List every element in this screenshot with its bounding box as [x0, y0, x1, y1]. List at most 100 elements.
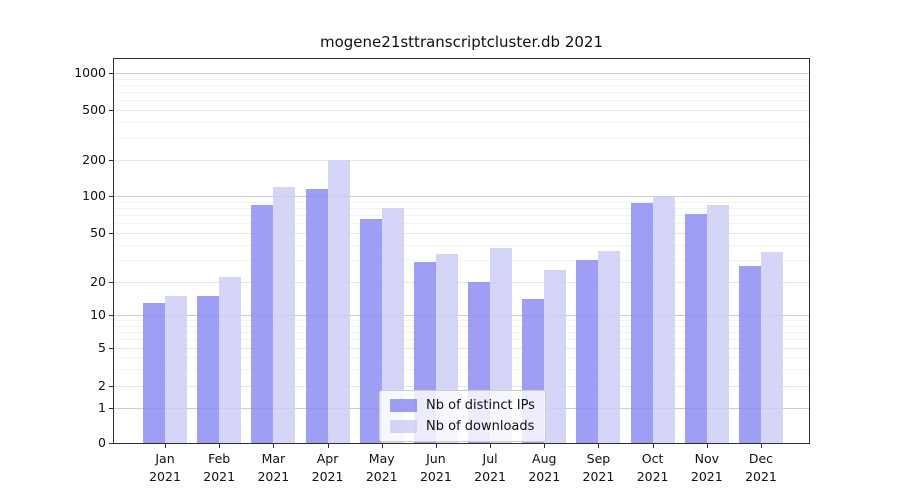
bar-downloads	[706, 204, 729, 443]
minor-gridline	[114, 78, 809, 80]
minor-gridline	[114, 244, 809, 246]
x-label-month: Jan	[155, 451, 175, 466]
x-label-year: 2021	[745, 468, 777, 484]
major-gridline	[114, 73, 809, 74]
minor-gridline	[114, 331, 809, 333]
y-tick-mark	[109, 282, 113, 283]
chart-title: mogene21sttranscriptcluster.db 2021	[320, 33, 603, 51]
legend-swatch-downloads	[390, 420, 417, 433]
bar-distinct-ips	[684, 213, 707, 443]
minor-gridline	[114, 320, 809, 322]
x-tick-label: Jan 2021	[135, 450, 195, 485]
y-tick-label: 5	[98, 340, 106, 355]
x-tick-label: May 2021	[352, 450, 412, 485]
x-label-year: 2021	[528, 468, 561, 484]
x-tick-mark	[273, 444, 275, 448]
legend-label-distinct-ips: Nb of distinct IPs	[426, 398, 535, 413]
y-tick-label: 20	[90, 274, 106, 289]
bar-distinct-ips	[305, 188, 328, 443]
x-label-year: 2021	[419, 468, 452, 484]
x-label-month: Apr	[316, 451, 339, 466]
legend-item-distinct-ips: Nb of distinct IPs	[390, 398, 535, 413]
bar-distinct-ips	[576, 260, 599, 443]
x-tick-label: Oct 2021	[623, 450, 683, 485]
y-tick-label: 500	[82, 102, 106, 117]
y-tick-label: 1	[98, 400, 106, 415]
plot-area: Nb of distinct IPs Nb of downloads	[113, 58, 810, 444]
minor-gridline	[114, 100, 809, 102]
minor-gridline	[114, 207, 809, 209]
y-tick-mark	[109, 160, 113, 161]
minor-gridline	[114, 92, 809, 94]
x-tick-label: Jul 2021	[460, 450, 520, 485]
y-tick-label: 50	[90, 225, 106, 240]
y-tick-mark	[109, 233, 113, 234]
y-tick-mark	[109, 110, 113, 111]
bar-downloads	[760, 252, 783, 443]
bar-downloads	[598, 250, 621, 443]
x-tick-label: Aug 2021	[514, 450, 574, 485]
x-label-month: May	[368, 451, 395, 466]
x-tick-mark	[760, 444, 762, 448]
bar-distinct-ips	[143, 302, 165, 443]
gridline	[114, 282, 809, 283]
gridline	[114, 233, 809, 234]
y-tick-mark	[109, 348, 113, 349]
x-tick-label: Feb 2021	[189, 450, 249, 485]
major-gridline	[114, 196, 809, 197]
bar-downloads	[273, 186, 296, 443]
bar-distinct-ips	[251, 204, 274, 443]
x-tick-mark	[706, 444, 708, 448]
gridline	[114, 160, 809, 161]
bar-distinct-ips	[738, 265, 761, 443]
x-tick-mark	[327, 444, 329, 448]
x-label-month: Nov	[694, 451, 719, 466]
x-label-year: 2021	[311, 468, 344, 484]
x-label-month: Jul	[482, 451, 498, 466]
y-tick-label: 200	[82, 152, 106, 167]
bar-distinct-ips	[630, 202, 653, 443]
bar-distinct-ips	[197, 295, 220, 443]
minor-gridline	[114, 201, 809, 203]
x-label-year: 2021	[149, 468, 181, 484]
bar-distinct-ips	[359, 218, 382, 443]
x-label-year: 2021	[690, 468, 723, 484]
x-label-month: Oct	[641, 451, 664, 466]
x-tick-label: Apr 2021	[298, 450, 358, 485]
legend-label-downloads: Nb of downloads	[426, 419, 535, 434]
bar-downloads	[327, 160, 350, 443]
bar-downloads	[165, 295, 187, 443]
x-label-year: 2021	[474, 468, 506, 484]
y-tick-label: 1000	[74, 65, 106, 80]
y-tick-mark	[109, 196, 113, 197]
y-tick-mark	[109, 386, 113, 387]
x-label-month: Mar	[261, 451, 286, 466]
minor-gridline	[114, 260, 809, 262]
x-tick-label: Sep 2021	[568, 450, 628, 485]
legend: Nb of distinct IPs Nb of downloads	[379, 390, 546, 442]
bar-downloads	[544, 270, 567, 443]
gridline	[114, 386, 809, 387]
gridline	[114, 348, 809, 349]
major-gridline	[114, 315, 809, 316]
minor-gridline	[114, 357, 809, 359]
x-tick-mark	[652, 444, 654, 448]
y-tick-label: 2	[98, 378, 106, 393]
x-tick-mark	[490, 444, 492, 448]
minor-gridline	[114, 122, 809, 124]
x-tick-mark	[598, 444, 600, 448]
gridline	[114, 110, 809, 111]
y-tick-mark	[109, 408, 113, 409]
x-label-year: 2021	[203, 468, 236, 484]
y-tick-mark	[109, 315, 113, 316]
bar-downloads	[381, 207, 404, 443]
minor-gridline	[114, 215, 809, 217]
x-tick-label: Jun 2021	[406, 450, 466, 485]
y-tick-mark	[109, 443, 113, 444]
minor-gridline	[114, 369, 809, 371]
x-label-month: Jun	[426, 451, 446, 466]
x-tick-mark	[544, 444, 546, 448]
x-label-month: Sep	[586, 451, 611, 466]
y-tick-mark	[109, 73, 113, 74]
